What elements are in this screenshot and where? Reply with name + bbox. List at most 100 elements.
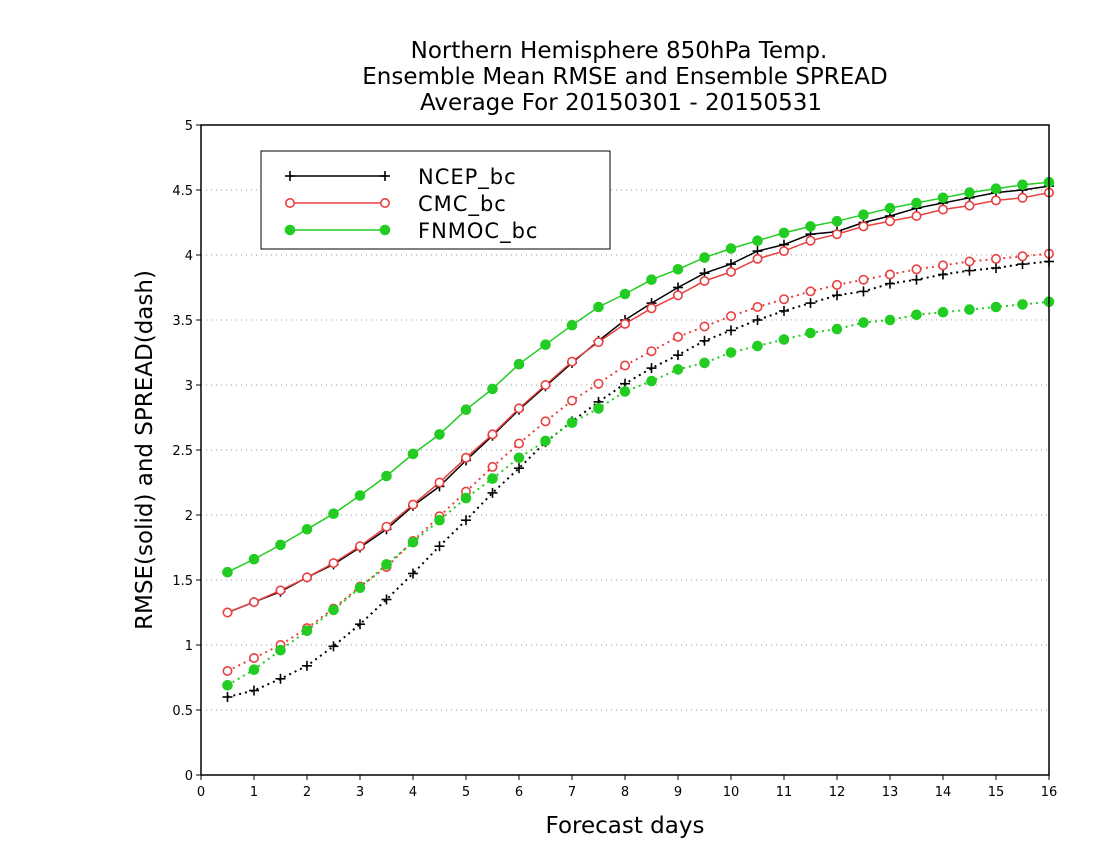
fnmoc-bc-spread-point [619, 386, 631, 397]
fnmoc-bc-rmse-point [1017, 179, 1028, 191]
axis-ticks: 00.511.522.533.544.550 1 2 3 4 5 6 7 8 9 10 11 12 13 1… [172, 119, 1057, 800]
cmc-bc-rmse-point [249, 597, 260, 608]
cmc-bc-spread-point [593, 378, 604, 389]
ncep-bc-spread-point [832, 290, 842, 301]
cmc-bc-rmse-point [725, 266, 736, 277]
y-tick-label: 5 [185, 119, 193, 134]
cmc-bc-spread-point [672, 331, 683, 342]
ncep-bc-spread-point [249, 685, 259, 696]
fnmoc-bc-rmse-point [513, 358, 525, 370]
legend-marker-fnmoc-bc [379, 224, 391, 236]
cmc-bc-rmse-point [911, 211, 922, 222]
fnmoc-bc-rmse-point [672, 264, 684, 275]
cmc-bc-spread-point [752, 301, 763, 312]
ncep-bc-spread-point [514, 463, 524, 474]
fnmoc-bc-spread-point [778, 334, 790, 345]
fnmoc-bc-spread-point [725, 347, 737, 358]
cmc-bc-rmse-point [593, 337, 604, 348]
fnmoc-bc-spread-point [1017, 299, 1028, 310]
ncep-bc-spread-point [673, 350, 683, 361]
ncep-bc-spread-point [991, 263, 1001, 273]
cmc-bc-rmse-point [407, 499, 418, 510]
cmc-bc-spread-point [540, 416, 551, 427]
cmc-bc-rmse-point [990, 195, 1001, 206]
fnmoc-bc-rmse-point [487, 383, 498, 395]
cmc-bc-rmse-point [778, 246, 789, 257]
cmc-bc-spread-point [249, 652, 260, 663]
cmc-bc-rmse-point [540, 379, 551, 390]
cmc-bc-spread-line [227, 252, 1050, 672]
fnmoc-bc-spread-point [593, 403, 604, 414]
fnmoc-bc-spread-line [226, 300, 1050, 687]
fnmoc-bc-spread-point [752, 340, 763, 352]
ncep-bc-spread-point [328, 641, 339, 652]
ncep-bc-rmse-line [227, 185, 1050, 614]
y-tick-label: 1 [185, 639, 193, 654]
ncep-bc-spread-point [461, 515, 471, 526]
fnmoc-bc-rmse-point [911, 197, 922, 209]
fnmoc-bc-spread-point [699, 357, 710, 369]
ncep-bc-spread-point [885, 278, 895, 289]
cmc-bc-rmse-point [222, 607, 233, 618]
x-tick-label: 1 [250, 785, 258, 800]
legend-marker-ncep-bc [380, 171, 390, 181]
chart-title-line-3: Average For 20150301 - 20150531 [420, 90, 822, 116]
fnmoc-bc-rmse-point [964, 187, 975, 198]
ncep-bc-spread-line [227, 260, 1050, 698]
fnmoc-bc-rmse-point [381, 470, 392, 482]
cmc-bc-spread-point [619, 360, 630, 371]
cmc-bc-rmse-point [672, 290, 683, 301]
cmc-bc-spread-point [222, 665, 233, 676]
series-layer [222, 176, 1055, 702]
cmc-bc-rmse-point [831, 229, 842, 240]
ncep-bc-spread-point [275, 673, 286, 684]
cmc-bc-rmse-point [275, 585, 286, 596]
cmc-bc-rmse-point [858, 221, 869, 232]
y-tick-label: 1.5 [172, 574, 193, 589]
cmc-bc-rmse-point [381, 521, 392, 532]
ncep-bc-spread-point [752, 315, 763, 325]
cmc-bc-spread-point [699, 321, 710, 332]
ncep-bc-spread-point [938, 269, 948, 280]
y-axis-label: RMSE(solid) and SPREAD(dash) [132, 270, 158, 630]
fnmoc-bc-rmse-point [222, 566, 233, 578]
cmc-bc-rmse-point [487, 429, 498, 440]
y-tick-label: 3 [185, 379, 193, 394]
fnmoc-bc-rmse-point [805, 221, 816, 232]
fnmoc-bc-rmse-point [407, 448, 419, 460]
fnmoc-bc-spread-point [248, 664, 260, 676]
fnmoc-bc-rmse-point [328, 508, 339, 520]
fnmoc-bc-spread-point [805, 327, 816, 339]
ncep-bc-spread-point [779, 305, 789, 316]
y-tick-label: 2.5 [172, 444, 193, 459]
ncep-bc-spread-point [434, 541, 445, 552]
cmc-bc-spread-point [964, 256, 975, 267]
ncep-bc-spread-point [381, 594, 392, 605]
fnmoc-bc-rmse-point [646, 274, 657, 286]
fnmoc-bc-rmse-point [858, 209, 869, 220]
fnmoc-bc-spread-point [460, 492, 472, 504]
y-tick-label: 4.5 [172, 184, 193, 199]
legend-label-cmc-bc: CMC_bc [418, 192, 507, 217]
cmc-bc-rmse-point [937, 204, 948, 215]
fnmoc-bc-rmse-point [699, 252, 710, 263]
y-tick-label: 0.5 [172, 704, 193, 719]
cmc-bc-spread-point [911, 264, 922, 275]
chart-title-line-2: Ensemble Mean RMSE and Ensemble SPREAD [362, 64, 887, 90]
cmc-bc-rmse-line [227, 191, 1050, 614]
cmc-bc-rmse-point [1017, 192, 1028, 203]
legend-box [260, 150, 611, 250]
legend-label-ncep-bc: NCEP_bc [418, 165, 517, 190]
fnmoc-bc-rmse-point [566, 319, 578, 331]
fnmoc-bc-spread-point [328, 604, 339, 616]
legend-marker-cmc-bc [284, 198, 295, 209]
cmc-bc-spread-point [487, 461, 498, 472]
x-tick-label: 9 [674, 785, 682, 800]
cmc-bc-spread-point [1017, 251, 1028, 262]
legend-label-fnmoc-bc: FNMOC_bc [418, 219, 538, 244]
fnmoc-bc-rmse-point [619, 288, 631, 300]
ncep-bc-spread-point [355, 619, 365, 630]
fnmoc-bc-rmse-point [725, 243, 737, 254]
fnmoc-bc-spread-point [964, 304, 975, 315]
x-tick-label: 5 [462, 785, 470, 800]
